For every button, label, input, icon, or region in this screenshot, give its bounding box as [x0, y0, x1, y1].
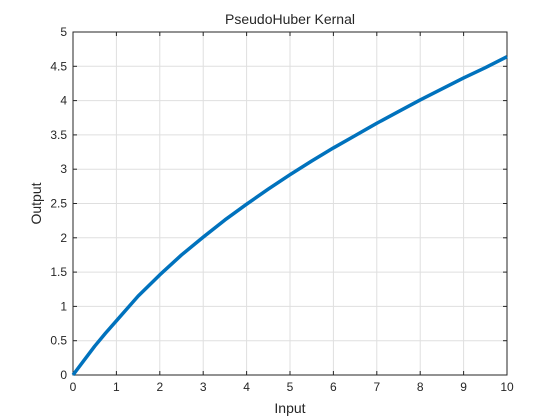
- x-tick-label: 7: [373, 380, 380, 394]
- y-tick-label: 1.5: [50, 265, 67, 279]
- series-layer: [71, 55, 508, 377]
- y-tick-label: 3.5: [50, 128, 67, 142]
- x-tick-label: 0: [70, 380, 77, 394]
- y-tick-label: 2: [60, 231, 67, 245]
- x-tick-label: 3: [200, 380, 207, 394]
- y-tick-label: 5: [60, 25, 67, 39]
- x-tick-label: 4: [243, 380, 250, 394]
- x-tick-label: 9: [460, 380, 467, 394]
- y-tick-label: 0: [60, 368, 67, 382]
- x-tick-label: 1: [113, 380, 120, 394]
- plot-box: [72, 31, 508, 376]
- x-tick-label: 10: [500, 380, 514, 394]
- chart-title: PseudoHuber Kernal: [225, 11, 355, 27]
- y-axis-label: Output: [28, 182, 44, 224]
- y-tick-label: 4.5: [50, 59, 67, 73]
- y-tick-label: 4: [60, 94, 67, 108]
- y-tick-label: 2.5: [50, 197, 67, 211]
- x-tick-label: 8: [417, 380, 424, 394]
- x-tick-label: 2: [156, 380, 163, 394]
- x-tick-label: 5: [287, 380, 294, 394]
- series-line: [71, 55, 508, 377]
- y-tick-label: 0.5: [50, 334, 67, 348]
- y-tick-label: 1: [60, 299, 67, 313]
- x-axis-label: Input: [274, 400, 305, 416]
- y-tick-label: 3: [60, 162, 67, 176]
- grid: [73, 32, 507, 375]
- x-tick-label: 6: [330, 380, 337, 394]
